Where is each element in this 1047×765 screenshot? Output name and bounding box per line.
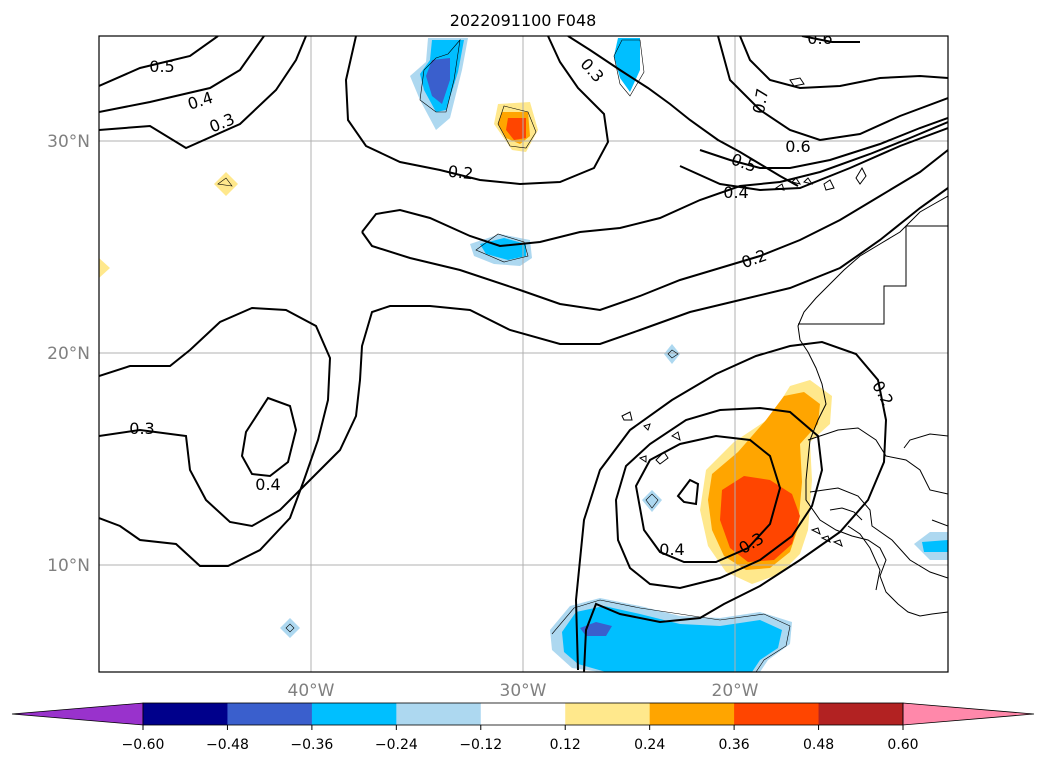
contour-0.2-north [344,36,610,186]
contour-label: 0.4 [723,183,748,202]
contour-0.6-top [801,36,860,43]
colorbar-frame [142,702,904,726]
figure-title: 2022091100 F048 [450,11,597,30]
shade-light-blue [642,490,662,512]
algeria-border [903,433,948,449]
colorbar-tick-label: 0.12 [550,737,581,753]
colorbar-extend-low [11,702,144,726]
contour-label: 0.2 [447,162,474,184]
shade-light-blue [664,344,680,364]
gambia-border [829,507,863,521]
contour-0.3-nw [99,36,307,150]
shade-outlines [217,39,791,672]
colorbar-tick-label: 0.60 [887,737,918,753]
lat-label-20n: 20°N [47,344,90,364]
shade-blue [562,606,782,672]
contour-0.7 [739,36,948,90]
shade-yellow [99,258,110,278]
latitude-labels: 30°N 20°N 10°N [47,132,90,576]
guinea-border [847,525,881,591]
colorbar-tick-label: −0.36 [290,737,333,753]
shade-dark-blue [426,58,450,104]
lat-label-30n: 30°N [47,132,90,152]
colorbar-box [734,703,820,725]
shade-outline [285,623,295,633]
contour-label: 0.7 [749,87,772,115]
colorbar-tick-label: −0.12 [459,737,502,753]
lon-label-40w: 40°W [288,681,335,701]
shade-outline [551,599,791,672]
contour-0.6-upper [717,36,948,142]
colorbar: −0.60 −0.48 −0.36 −0.24 −0.12 0.12 0.24 0.36 0.4… [11,702,1035,753]
contour-0.3-mid [361,121,948,248]
contour-0.2-mid [361,149,948,312]
colorbar-tick-label: 0.24 [634,737,665,753]
colorbar-box [649,703,735,725]
contour-0.4-west [240,396,298,478]
shade-red [506,118,526,140]
lon-label-30w: 30°W [500,681,547,701]
shading-layer [99,38,948,672]
africa-coastline [797,195,948,617]
mauritania-border [807,427,948,495]
colorbar-box [143,703,228,725]
contour-0.5-east [699,117,948,169]
shade-outline [613,39,645,97]
colorbar-tick-label: −0.24 [375,737,418,753]
colorbar-box [396,703,482,725]
contour-0.2-cyclone [574,340,888,672]
colorbar-tick-label: 0.48 [803,737,834,753]
contour-label: 0.3 [129,419,154,438]
shade-red [720,476,800,562]
inland-border [931,519,948,527]
contour-label: 0.4 [659,540,684,559]
shade-blue [922,540,948,552]
contour-label: 0.4 [255,475,280,494]
contour-0.3-west [99,187,948,528]
gridlines [99,36,948,672]
shade-outline [667,349,679,359]
colorbar-extend-high [902,702,1035,726]
colorbar-box [311,703,397,725]
shade-outline [217,177,233,187]
colorbar-box [818,703,904,725]
map-panel: 0.5 0.4 0.3 0.2 0.3 0.6 0.7 0.6 0.5 0.4 … [98,29,949,673]
madeira [789,77,805,87]
shade-yellow [214,172,238,196]
shade-light-blue [280,618,300,638]
map-frame [98,35,949,673]
contour-label: 0.6 [785,137,810,156]
shade-outline [645,493,659,509]
contour-0.2-west [99,306,332,567]
cape-verde-islands [621,411,681,465]
canary-islands [774,166,867,191]
shade-outline [419,39,461,113]
longitude-labels: 40°W 30°W 20°W [288,681,759,701]
contour-label: 0.5 [149,57,174,76]
colorbar-tick-label: −0.48 [206,737,249,753]
contour-0.4-cyclone [634,434,782,563]
colorbar-box [227,703,313,725]
contour-label: 0.6 [807,29,832,48]
lon-label-20w: 20°W [712,681,759,701]
western-sahara-border [798,225,948,325]
shade-outline [475,233,529,263]
colorbar-box [480,703,566,725]
colorbar-tick-label: 0.36 [719,737,750,753]
contours [99,36,948,672]
contour-0.3-cyclone [614,406,824,590]
contour-0.5-nw [99,36,219,87]
contour-0.4-nw [99,36,265,113]
mali-border [809,487,948,579]
contour-0.5-cyclone [676,478,700,506]
colorbar-tick-label: −0.60 [122,737,165,753]
contour-0.4-east [679,127,948,192]
shade-outline [497,105,537,149]
coastlines [621,77,948,617]
colorbar-box [565,703,651,725]
lat-label-10n: 10°N [47,556,90,576]
